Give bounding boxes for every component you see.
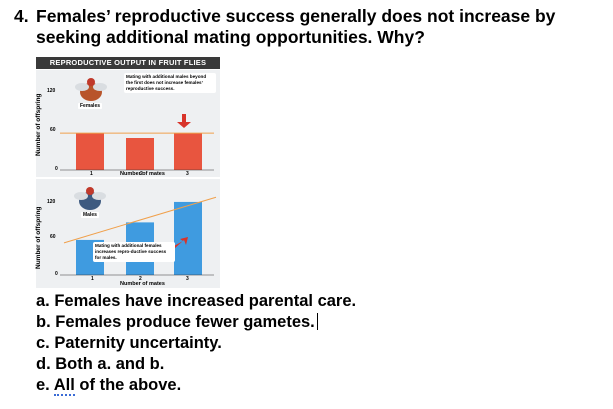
female-bar-2 bbox=[126, 138, 154, 170]
figure-header: REPRODUCTIVE OUTPUT IN FRUIT FLIES bbox=[36, 57, 220, 69]
reproductive-output-figure: REPRODUCTIVE OUTPUT IN FRUIT FLIES Numbe… bbox=[35, 57, 220, 288]
answer-b-text: b. Females produce fewer gametes. bbox=[36, 313, 315, 331]
y-tick-0: 0 bbox=[55, 166, 58, 172]
answer-e: e. All of the above. bbox=[36, 375, 356, 396]
y-tick-120: 120 bbox=[47, 199, 56, 205]
fly-eye bbox=[87, 78, 95, 86]
males-label: Males bbox=[81, 212, 99, 218]
answer-c: c. Paternity uncertainty. bbox=[36, 334, 222, 352]
x-tick-3: 3 bbox=[186, 276, 189, 282]
answer-list: a. Females have increased parental care.… bbox=[36, 291, 356, 396]
females-panel: Number of offspring 120 60 0 Females Mat… bbox=[35, 70, 220, 177]
y-tick-120: 120 bbox=[47, 88, 56, 94]
y-tick-60: 60 bbox=[50, 234, 56, 240]
question-line-2: seeking additional mating opportunities.… bbox=[36, 27, 425, 47]
question-number: 4. bbox=[14, 6, 29, 26]
females-bar-chart bbox=[60, 78, 214, 171]
males-bar-chart bbox=[60, 187, 217, 276]
y-tick-60: 60 bbox=[50, 127, 56, 133]
males-panel: Number of offspring 120 60 0 Males Matin… bbox=[35, 179, 220, 288]
female-note: Mating with additional males beyond the … bbox=[124, 73, 216, 93]
male-trend-line bbox=[63, 196, 217, 244]
fly-wing-right bbox=[93, 83, 107, 91]
x-tick-1: 1 bbox=[90, 171, 93, 177]
male-bar-3 bbox=[174, 201, 202, 275]
question-line-1: Females’ reproductive success generally … bbox=[36, 6, 556, 26]
fly-eye bbox=[86, 187, 94, 195]
fly-wing-left bbox=[74, 192, 88, 200]
females-label: Females bbox=[78, 103, 103, 109]
fly-wing-left bbox=[75, 83, 89, 91]
female-bar-3 bbox=[174, 133, 202, 170]
male-note-arrow-icon bbox=[172, 237, 188, 249]
x-tick-2: 2 bbox=[139, 276, 142, 282]
answer-b: b. Females produce fewer gametes. bbox=[36, 312, 356, 333]
answer-d: d. Both a. and b. bbox=[36, 355, 165, 373]
x-axis-label-females: Number of mates bbox=[120, 171, 165, 177]
answer-e-prefix: e. bbox=[36, 376, 54, 394]
x-tick-1: 1 bbox=[91, 276, 94, 282]
question: 4. Females’ reproductive success generall… bbox=[14, 6, 610, 48]
male-note: Mating with additional females increases… bbox=[93, 242, 175, 262]
text-cursor bbox=[316, 313, 318, 330]
note-arrow-icon bbox=[177, 114, 191, 128]
fly-wing-right bbox=[92, 192, 106, 200]
female-bar-1 bbox=[76, 133, 104, 170]
x-tick-3: 3 bbox=[186, 171, 189, 177]
answer-e-rest: of the above. bbox=[74, 376, 182, 394]
x-tick-2: 2 bbox=[140, 171, 143, 177]
x-axis-label-males: Number of mates bbox=[120, 281, 165, 287]
answer-e-word: All bbox=[53, 376, 75, 396]
y-tick-0: 0 bbox=[55, 271, 58, 277]
answer-a: a. Females have increased parental care. bbox=[36, 292, 357, 310]
